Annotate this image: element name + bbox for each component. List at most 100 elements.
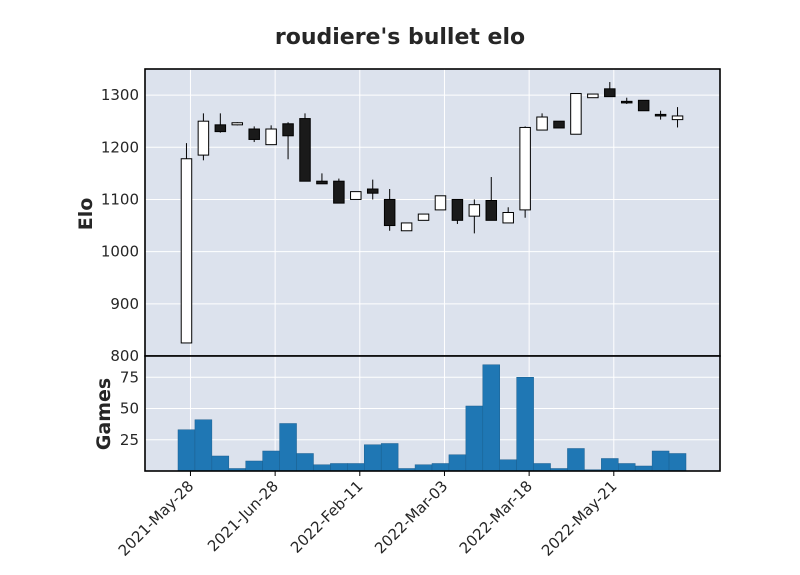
price-y-tick-label: 1000 (101, 243, 139, 261)
candle (587, 93, 599, 99)
candle (451, 198, 464, 224)
volume-y-tick-label: 75 (120, 368, 139, 386)
candle (620, 97, 633, 104)
x-tick-label: 2022-Feb-11 (287, 477, 367, 557)
candle (180, 143, 193, 344)
volume-bars (177, 364, 687, 472)
volume-bar (177, 429, 196, 472)
chart-title: roudiere's bullet elo (275, 25, 525, 50)
price-panel: 800 900 1000 1100 1200 1300 (101, 68, 721, 365)
candle-body (485, 199, 498, 221)
volume-bar (296, 453, 314, 472)
candle (282, 122, 294, 160)
candle (400, 222, 413, 232)
volume-bar (380, 443, 399, 472)
price-panel-background (145, 69, 720, 356)
volume-bar (313, 464, 331, 472)
price-y-tick-label: 1100 (101, 190, 139, 208)
candles (180, 82, 684, 344)
candle-body (350, 191, 362, 200)
candle-body (502, 212, 514, 224)
candle (519, 126, 531, 218)
candle (468, 199, 481, 234)
candle-body (265, 128, 277, 146)
price-y-axis-label: Elo (75, 198, 97, 231)
candle-body (214, 124, 227, 133)
candle (383, 189, 396, 231)
candle-body (197, 120, 210, 156)
volume-bar (618, 463, 636, 472)
candle-body (654, 113, 667, 117)
volume-panel-background (145, 356, 720, 471)
volume-bar (499, 459, 517, 472)
price-y-tick-label: 900 (110, 295, 139, 313)
volume-bar (431, 463, 450, 472)
volume-y-tick-label: 25 (120, 431, 139, 449)
candle-body (299, 118, 311, 182)
candle-body (587, 93, 599, 99)
volume-bar (601, 458, 619, 472)
volume-bar (364, 444, 382, 472)
volume-y-tick-label: 50 (120, 400, 139, 418)
candle (231, 122, 244, 126)
candle-body (671, 115, 684, 121)
x-tick-label: 2021-Jun-28 (204, 477, 282, 555)
volume-panel: 25 50 75 (120, 355, 721, 472)
candle-body (434, 195, 447, 211)
candle-body (180, 158, 193, 344)
candle-body (553, 120, 565, 129)
candle (604, 82, 616, 98)
candle-body (519, 126, 531, 211)
price-y-tick-label: 1300 (101, 86, 139, 104)
price-y-tick-label: 800 (110, 347, 139, 365)
candle (502, 207, 514, 224)
candle-body (248, 128, 260, 140)
volume-bar (245, 460, 263, 472)
candle (654, 110, 667, 120)
volume-bar (668, 453, 687, 472)
candle-body (316, 180, 328, 185)
candle (671, 107, 684, 128)
x-tick-label: 2022-May-21 (538, 477, 621, 560)
candle (214, 113, 227, 133)
volume-grid (145, 356, 720, 471)
candle-body (536, 116, 548, 131)
price-y-ticks: 800 900 1000 1100 1200 1300 (101, 86, 139, 365)
candle-body (637, 99, 650, 112)
candle (333, 178, 345, 204)
volume-bar (465, 405, 484, 472)
volume-bar (567, 448, 585, 472)
candle (553, 120, 565, 129)
candle-body (604, 88, 616, 98)
candle (265, 125, 277, 146)
candle-body (333, 180, 345, 204)
volume-bar (482, 364, 500, 472)
volume-y-ticks: 25 50 75 (120, 368, 139, 449)
volume-bar (211, 455, 230, 472)
candle-body (383, 198, 396, 227)
candle (316, 173, 328, 185)
volume-bar (533, 463, 551, 472)
price-grid (145, 69, 720, 356)
candle (637, 99, 650, 112)
candle-body (570, 93, 582, 135)
candle (417, 213, 430, 221)
candle (570, 93, 582, 135)
candle-body (366, 188, 379, 194)
candle (485, 177, 498, 221)
candle-body (231, 122, 244, 126)
candle-body (468, 204, 481, 217)
volume-bar (516, 377, 534, 472)
candle (299, 113, 311, 182)
x-tick-label: 2022-Mar-03 (371, 477, 451, 557)
candle-body (417, 213, 430, 221)
candle (536, 113, 548, 131)
volume-bar (347, 463, 365, 472)
volume-bar (279, 423, 297, 472)
candle-body (620, 100, 633, 104)
candle (197, 113, 210, 161)
price-y-tick-label: 1200 (101, 138, 139, 156)
candle (248, 126, 260, 143)
volume-y-axis-label: Games (93, 378, 115, 450)
